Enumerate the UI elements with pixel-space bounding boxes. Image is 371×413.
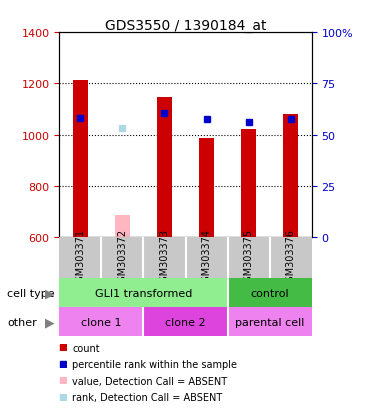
Text: cell type: cell type — [7, 288, 55, 298]
Text: count: count — [72, 343, 100, 353]
Text: value, Detection Call = ABSENT: value, Detection Call = ABSENT — [72, 376, 227, 386]
Text: GSM303375: GSM303375 — [244, 229, 253, 287]
Bar — [186, 237, 227, 279]
Text: GSM303376: GSM303376 — [286, 229, 296, 287]
Text: clone 2: clone 2 — [165, 317, 206, 327]
Bar — [270, 237, 312, 279]
Bar — [241, 130, 256, 237]
Text: ▶: ▶ — [45, 287, 55, 300]
Text: other: other — [7, 317, 37, 327]
Text: GSM303372: GSM303372 — [118, 229, 127, 287]
Bar — [59, 279, 227, 308]
Text: GSM303374: GSM303374 — [201, 229, 211, 287]
Bar — [101, 237, 144, 279]
Bar — [59, 237, 101, 279]
Text: percentile rank within the sample: percentile rank within the sample — [72, 359, 237, 369]
Bar — [227, 308, 312, 337]
Text: GSM303371: GSM303371 — [75, 229, 85, 287]
Text: parental cell: parental cell — [235, 317, 304, 327]
Text: GSM303373: GSM303373 — [160, 229, 170, 287]
Bar — [73, 80, 88, 237]
Bar — [59, 308, 144, 337]
Text: clone 1: clone 1 — [81, 317, 122, 327]
Bar — [144, 237, 186, 279]
Bar — [199, 139, 214, 237]
Bar — [157, 98, 172, 237]
Text: GLI1 transformed: GLI1 transformed — [95, 288, 192, 298]
Bar — [227, 237, 270, 279]
Bar — [283, 115, 298, 237]
Text: ▶: ▶ — [45, 316, 55, 329]
Text: rank, Detection Call = ABSENT: rank, Detection Call = ABSENT — [72, 392, 223, 402]
Text: control: control — [250, 288, 289, 298]
Bar — [144, 308, 227, 337]
Text: GDS3550 / 1390184_at: GDS3550 / 1390184_at — [105, 19, 266, 33]
Bar — [227, 279, 312, 308]
Bar — [115, 216, 130, 237]
